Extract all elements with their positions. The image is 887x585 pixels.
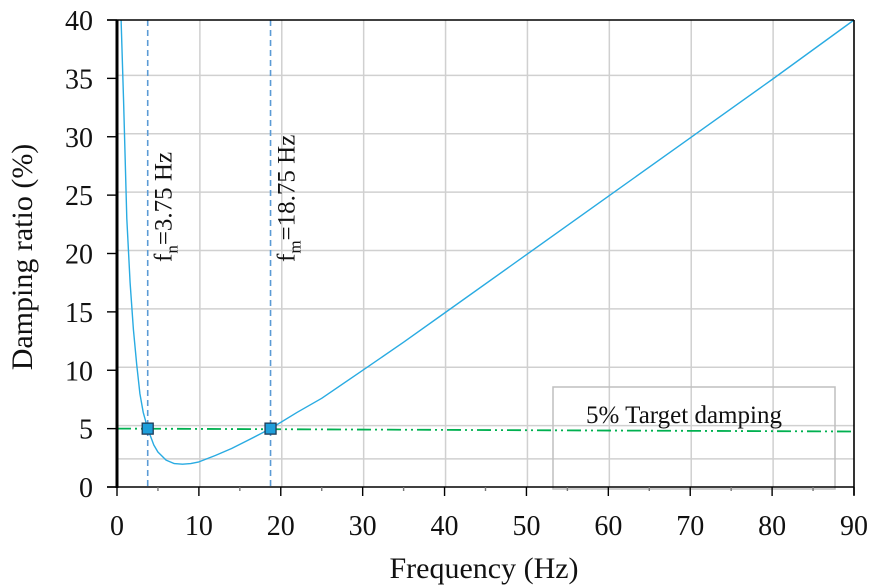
frequency-annotation: fm=18.75 Hz [274,135,305,262]
y-tick-label: 10 [65,356,93,387]
x-axis-title: Frequency (Hz) [389,552,578,585]
tick-labels: 0 10 20 30 40 50 60 70 80 90 0 5 10 15 20 25 30 35 40 [65,6,868,542]
y-tick-label: 40 [65,6,93,37]
legend-label: 5% Target damping [586,402,782,429]
frequency-annotation: fn=3.75 Hz [151,152,182,262]
frequency-markers: fn=3.75 Hz fm=18.75 Hz [146,20,305,487]
x-tick-label: 30 [349,511,377,542]
intersection-markers [141,422,277,435]
y-tick-label: 25 [65,181,93,212]
x-tick-label: 60 [594,511,622,542]
y-tick-label: 35 [65,64,93,95]
y-axis-title: Damping ratio (%) [6,144,39,371]
x-tick-label: 10 [185,511,213,542]
y-tick-label: 30 [65,123,93,154]
intersection-marker [264,422,277,435]
x-tick-label: 50 [512,511,540,542]
axes [107,19,855,496]
x-tick-label: 90 [840,511,868,542]
y-tick-label: 5 [79,415,93,446]
intersection-marker [141,422,154,435]
x-tick-label: 70 [676,511,704,542]
x-tick-label: 40 [431,511,459,542]
legend-box [552,386,836,490]
x-tick-label: 20 [267,511,295,542]
data-series [116,19,855,465]
y-tick-label: 20 [65,240,93,271]
x-tick-label: 0 [110,511,124,542]
legend: 5% Target damping [552,386,836,490]
x-tick-label: 80 [758,511,786,542]
damping-curve [120,19,855,465]
y-tick-label: 15 [65,298,93,329]
target-damping-line [116,427,855,433]
y-tick-label: 0 [79,473,93,504]
